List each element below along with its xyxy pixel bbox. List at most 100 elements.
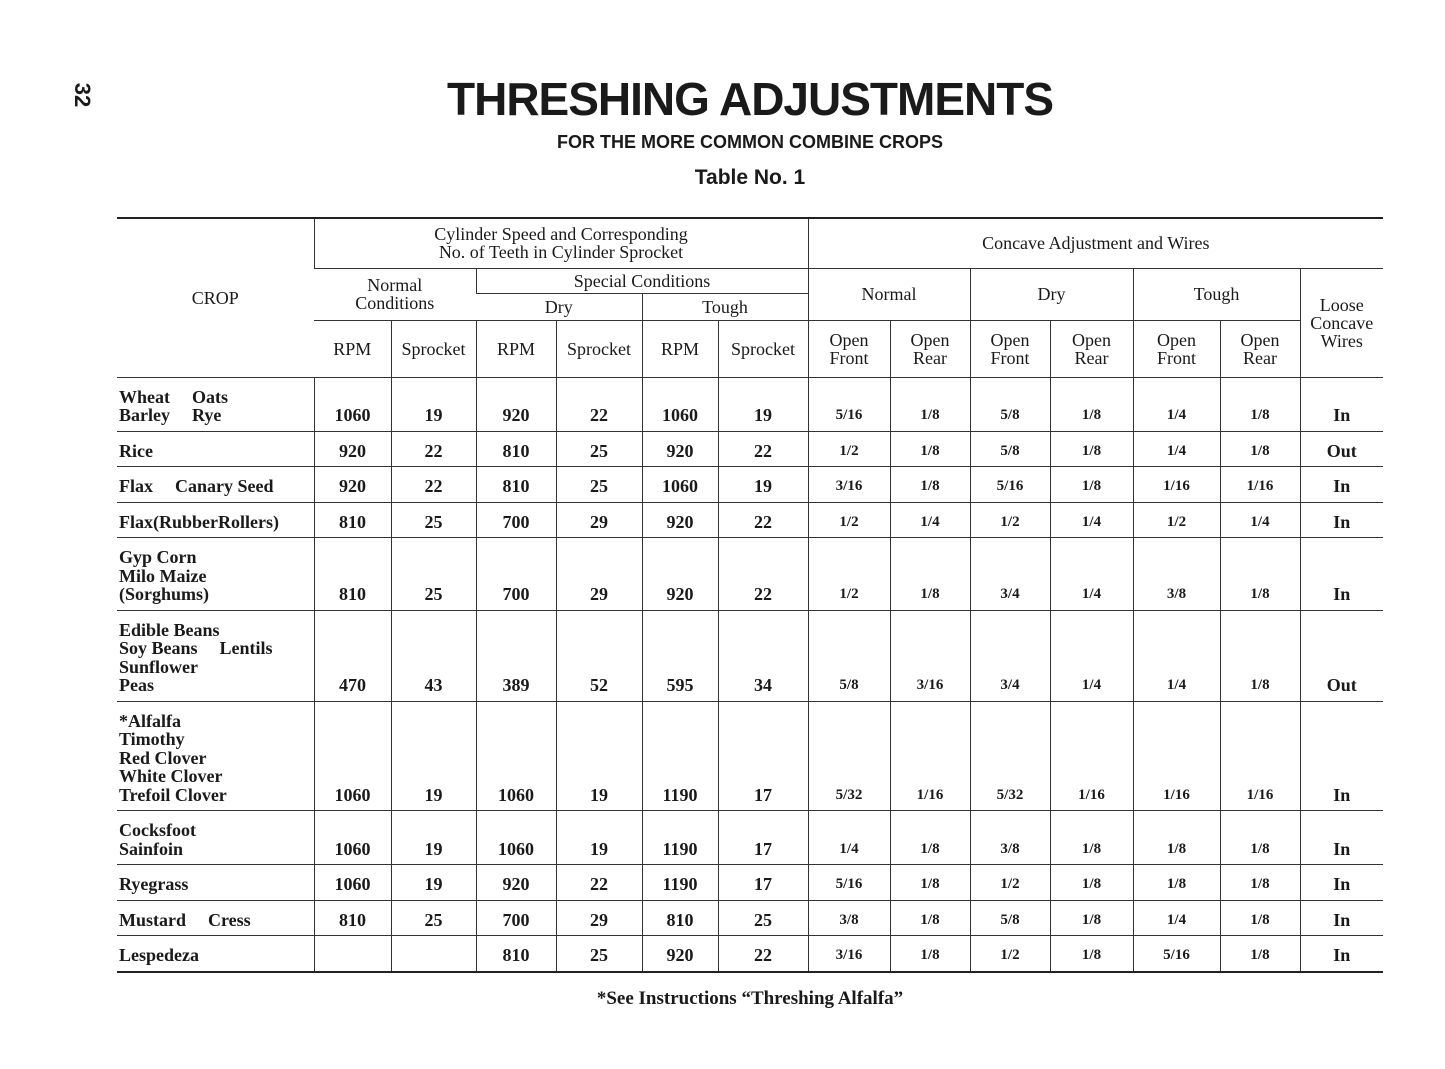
crop-name: Edible Beans [119,619,220,640]
value-cell: 1/8 [1132,810,1220,865]
value-cell: 1/4 [1049,537,1133,611]
value-cell: 1/4 [889,502,970,538]
crop-cell: Wheat Oats Barley Rye [117,377,314,432]
value-cell: 1/8 [889,810,970,865]
value-cell: 22 [717,935,808,972]
value-cell: 25 [390,502,476,538]
value-cell: 810 [475,431,556,467]
crop-name: Rye [192,405,222,425]
crop-line: Peas [119,676,312,695]
crop-line: Flax Canary Seed [119,477,312,496]
value-cell: 5/8 [969,377,1050,432]
header-line: Open [910,329,950,350]
value-cell: 25 [555,431,642,467]
crop-line: Milo Maize [119,566,312,586]
value-cell [313,935,391,972]
value-cell: 3/8 [1132,537,1220,611]
value-cell: 3/16 [807,935,890,972]
value-cell: 1/4 [1132,610,1220,702]
crop-cell: Edible Beans Soy Beans Lentils Sunflower Pea… [117,610,314,702]
value-cell: 1/8 [889,377,970,432]
value-cell: 25 [390,537,476,611]
value-cell: 1/16 [889,701,970,811]
value-cell: 5/16 [1132,935,1220,972]
value-cell: 5/16 [807,377,890,432]
value-cell: 34 [717,610,808,702]
value-cell: 22 [555,864,642,901]
value-cell: In [1299,537,1384,611]
crop-line: Wheat Oats [119,386,312,407]
value-cell: 22 [390,431,476,467]
value-cell: 19 [390,377,476,432]
crop-name: *Alfalfa [119,710,181,731]
crop-cell: Mustard Cress [117,900,314,936]
header-line: Rear [1074,347,1109,368]
value-cell: 1/2 [807,502,890,538]
header-line: Open [1072,329,1111,350]
header-line: Front [990,347,1030,368]
header-cell: Open Front [969,320,1050,378]
value-cell: 1/4 [807,810,890,865]
value-cell: 29 [555,537,642,611]
table-row: Gyp Corn Milo Maize (Sorghums) 810 25 700 29 92… [117,537,1384,611]
value-cell: 29 [555,502,642,538]
value-cell: 920 [475,377,556,432]
value-cell: 1/2 [969,864,1050,901]
header-cell: Special Conditions [475,268,808,294]
value-cell: 470 [313,610,391,702]
value-cell: 17 [717,810,808,865]
crop-name: Oats [192,386,228,407]
value-cell: 1/2 [807,537,890,611]
crop-cell: Flax(RubberRollers) [117,502,314,538]
header-cell: Open Front [1132,320,1220,378]
header-cell: Normal Conditions [314,268,476,321]
table: CROP Cylinder Speed and Corresponding No.… [117,217,1384,973]
value-cell: 3/8 [807,900,890,936]
crop-line: Cocksfoot [119,821,312,840]
crop-name: Flax [119,476,153,496]
header-cell: Normal [807,268,970,321]
crop-cell: *Alfalfa Timothy Red Clover White Clover Tre… [117,701,314,811]
crop-name: (Sorghums) [119,584,210,604]
value-cell: 3/16 [889,610,970,702]
value-cell: 1/8 [1049,864,1133,901]
header-cell: Open Front [807,320,890,378]
value-cell: 5/16 [807,864,890,901]
value-cell: 22 [717,537,808,611]
value-cell: 1060 [641,466,718,503]
value-cell: 810 [313,900,391,936]
value-cell: 1/8 [1132,864,1220,901]
header-line: Cylinder Speed and Corresponding [434,224,688,245]
value-cell: 1190 [641,864,718,901]
crop-cell: Flax Canary Seed [117,466,314,503]
value-cell: In [1299,810,1384,865]
table-row: Ryegrass 1060 19 920 22 1190 17 5/16 1/8 1/2 1/8 1/… [117,864,1384,901]
crop-cell: Ryegrass [117,864,314,901]
value-cell: 1/2 [969,502,1050,538]
value-cell: 1060 [641,377,718,432]
crop-line: Mustard Cress [119,910,312,930]
crop-name: Wheat [119,386,170,407]
value-cell: 810 [313,502,391,538]
value-cell: 5/32 [969,701,1050,811]
value-cell: 25 [555,466,642,503]
value-cell: 700 [475,900,556,936]
crop-line: Edible Beans [119,619,312,640]
value-cell: 1/8 [889,537,970,611]
value-cell: 19 [555,701,642,811]
value-cell: 1/8 [1219,864,1300,901]
value-cell: Out [1299,431,1384,467]
header-cell: Loose Concave Wires [1299,268,1384,378]
crop-line: Rice [119,441,312,461]
table-row: Cocksfoot Sainfoin 1060 19 1060 19 1190 17 1/4 1/… [117,810,1384,865]
value-cell: 1/16 [1132,701,1220,811]
value-cell: 920 [641,431,718,467]
header-line: No. of Teeth in Cylinder Sprocket [438,242,684,263]
crop-line: Barley Rye [119,406,312,425]
table-row: Lespedeza 810 25 920 22 3/16 1/8 1/2 1/8 5/16 1/8 I… [117,935,1384,972]
header-line: Rear [1243,347,1277,368]
crop-line: (Sorghums) [119,585,312,604]
crop-name: Timothy [119,729,185,749]
value-cell: 389 [475,610,556,702]
